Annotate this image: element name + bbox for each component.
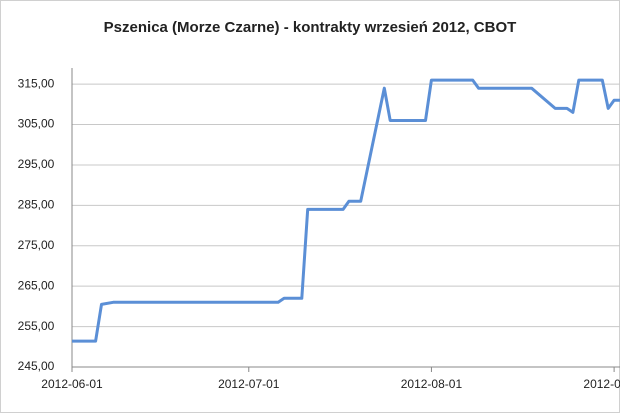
y-tick-label: 305,00: [18, 117, 55, 131]
y-tick-label: 285,00: [18, 198, 55, 212]
chart-title: Pszenica (Morze Czarne) - kontrakty wrze…: [104, 19, 517, 36]
y-tick-label: 245,00: [18, 359, 55, 373]
line-series: [72, 78, 620, 343]
y-tick-label: 265,00: [18, 278, 55, 292]
x-tick-label: 2012-09-01: [583, 377, 620, 391]
y-tick-label: 315,00: [18, 76, 55, 90]
y-tick-label: 255,00: [18, 319, 55, 333]
x-tick-label: 2012-08-01: [401, 377, 463, 391]
y-tick-label: 275,00: [18, 238, 55, 252]
y-tick-label: 295,00: [18, 157, 55, 171]
x-tick-label: 2012-07-01: [218, 377, 280, 391]
x-tick-label: 2012-06-01: [41, 377, 103, 391]
